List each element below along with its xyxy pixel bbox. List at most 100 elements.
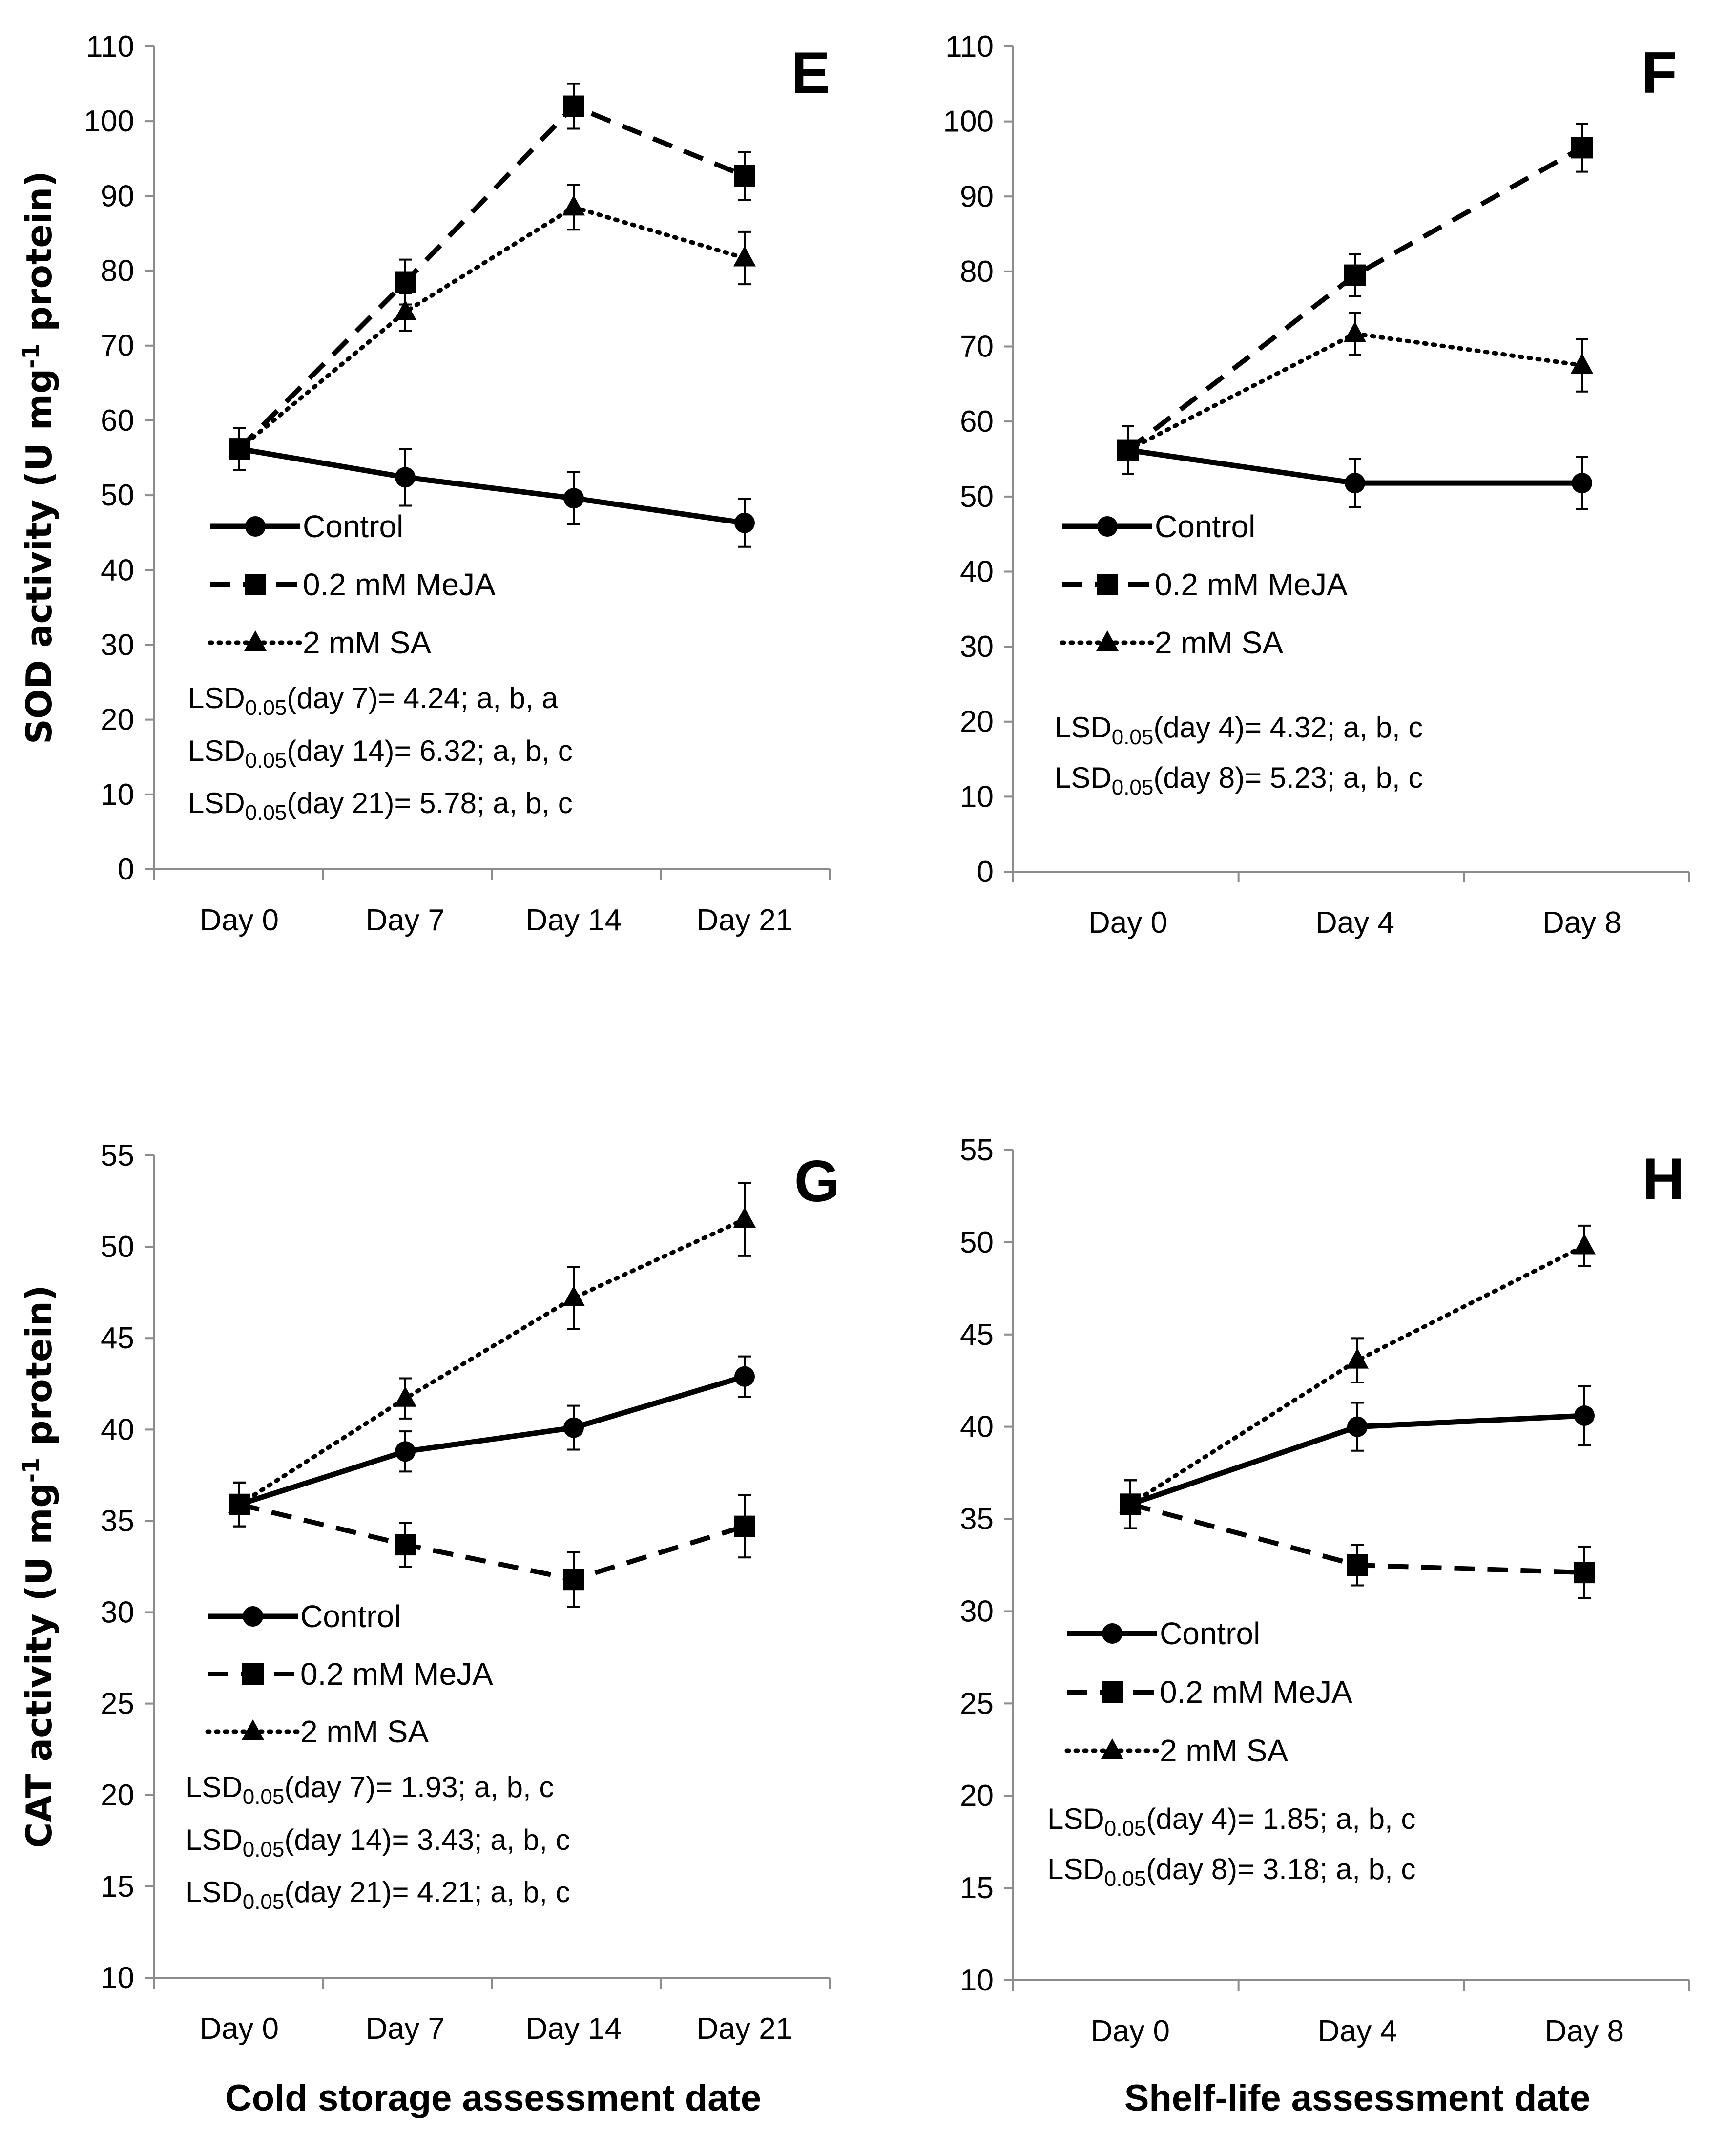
legend-label: 0.2 mM MeJA [303, 567, 496, 602]
legend-marker [244, 630, 267, 651]
data-point [1571, 353, 1593, 374]
legend: Control 0.2 mM MeJA 2 mM SA [1060, 509, 1348, 660]
legend-label: 0.2 mM MeJA [1160, 1675, 1352, 1710]
y-tick-label: 80 [101, 254, 134, 288]
series-line [239, 446, 745, 526]
data-point [1347, 1416, 1368, 1437]
x-tick-label: Day 4 [1315, 906, 1394, 940]
legend-label: 2 mM SA [1160, 1733, 1288, 1768]
data-point [394, 299, 416, 320]
lsd-annotation: LSD0.05(day 7)= 1.93; a, b, c [186, 1771, 554, 1809]
series-2 [1117, 312, 1593, 475]
x-tick-label: Day 14 [526, 2012, 622, 2046]
legend-marker [245, 574, 266, 595]
y-tick-label: 40 [960, 555, 994, 588]
panel-f: 0 10 20 30 40 50 60 70 80 90 100 110 Day 0 Day 4 Day 8… [943, 30, 1690, 940]
series-1 [229, 1481, 755, 1608]
legend-marker [1102, 1623, 1122, 1644]
x-tick-label: Day 7 [366, 2012, 445, 2046]
series-line [237, 205, 747, 451]
legend: Control 0.2 mM MeJA 2 mM SA [208, 509, 496, 660]
x-tick-label: Day 0 [1088, 906, 1167, 940]
legend-label: Control [303, 509, 403, 544]
legend-label: Control [1155, 509, 1255, 544]
legend-marker [245, 516, 266, 537]
x-axis-title: Shelf-life assessment date [1124, 2077, 1591, 2119]
series-2 [228, 184, 756, 471]
panel-label: H [1642, 1146, 1684, 1212]
legend-label: Control [1160, 1616, 1260, 1651]
x-tick-label: Day 0 [200, 2012, 279, 2046]
series-2 [1119, 1224, 1596, 1529]
series-line [237, 103, 746, 451]
y-tick-label: 30 [101, 1596, 134, 1630]
series-line [1128, 1243, 1587, 1507]
data-point [734, 1515, 755, 1537]
legend-label: 2 mM SA [303, 625, 431, 660]
lsd-annotation: LSD0.05(day 21)= 4.21; a, b, c [186, 1876, 570, 1914]
y-tick-label: 50 [101, 1230, 134, 1264]
lsd-annotation: LSD0.05(day 7)= 4.24; a, b, a [188, 682, 558, 720]
data-point [563, 95, 584, 117]
legend-marker [242, 1663, 264, 1685]
panel-g: 10 15 20 25 30 35 40 45 50 55 Day 0 Day 7 Day 14 Day … [18, 1139, 840, 2119]
legend-label: 0.2 mM MeJA [1155, 567, 1348, 602]
y-tick-label: 20 [960, 1779, 994, 1813]
data-point [394, 1386, 416, 1407]
legend-label: 2 mM SA [1155, 625, 1283, 660]
data-point [734, 165, 755, 187]
legend-marker [243, 1606, 263, 1627]
legend-label: 2 mM SA [300, 1714, 429, 1749]
data-point [562, 1285, 585, 1306]
series-0 [229, 1355, 755, 1528]
data-point [563, 1569, 584, 1591]
x-tick-label: Day 21 [697, 903, 792, 937]
data-point [562, 195, 585, 216]
legend-marker [1102, 1681, 1123, 1703]
y-tick-label: 100 [84, 105, 134, 138]
data-point [1346, 1348, 1369, 1369]
data-point [1573, 1234, 1596, 1255]
lsd-annotation: LSD0.05(day 4)= 4.32; a, b, c [1055, 711, 1423, 749]
x-axis-title: Cold storage assessment date [225, 2077, 761, 2119]
y-tick-label: 0 [118, 853, 134, 886]
data-point [733, 246, 756, 267]
data-point [228, 1492, 250, 1513]
lsd-annotation: LSD0.05(day 8)= 3.18; a, b, c [1047, 1853, 1415, 1891]
y-tick-label: 80 [960, 255, 994, 289]
data-point [734, 512, 755, 533]
lsd-annotation: LSD0.05(day 4)= 1.85; a, b, c [1047, 1802, 1415, 1841]
series-line [237, 1217, 747, 1507]
y-tick-label: 40 [101, 553, 134, 587]
y-tick-label: 90 [101, 179, 134, 213]
x-tick-label: Day 4 [1318, 2014, 1397, 2048]
legend-marker [1097, 574, 1118, 595]
series-0 [1120, 1385, 1595, 1529]
y-tick-label: 60 [101, 404, 134, 438]
y-tick-label: 50 [960, 1226, 994, 1259]
legend-marker [242, 1719, 264, 1740]
series-line [238, 1502, 746, 1582]
y-tick-label: 30 [101, 628, 134, 662]
y-tick-label: 10 [960, 780, 994, 814]
y-tick-label: 60 [960, 405, 994, 439]
y-tick-label: 45 [101, 1321, 134, 1355]
y-tick-label: 10 [101, 1961, 134, 1995]
y-tick-label: 50 [960, 480, 994, 514]
series-1 [1117, 123, 1593, 475]
legend-marker [1101, 1738, 1123, 1759]
y-tick-label: 10 [960, 1964, 994, 1997]
y-tick-label: 35 [101, 1504, 134, 1538]
legend: Control 0.2 mM MeJA 2 mM SA [1064, 1616, 1352, 1768]
y-tick-label: 55 [960, 1133, 994, 1167]
y-tick-label: 30 [960, 1594, 994, 1628]
lsd-annotation: LSD0.05(day 14)= 6.32; a, b, c [188, 734, 573, 773]
data-point [395, 467, 416, 488]
series-1 [229, 83, 755, 471]
y-tick-label: 15 [101, 1870, 134, 1904]
y-tick-label: 15 [960, 1871, 994, 1905]
data-point [1345, 473, 1365, 494]
y-tick-label: 20 [101, 703, 134, 737]
panel-label: E [791, 40, 830, 105]
